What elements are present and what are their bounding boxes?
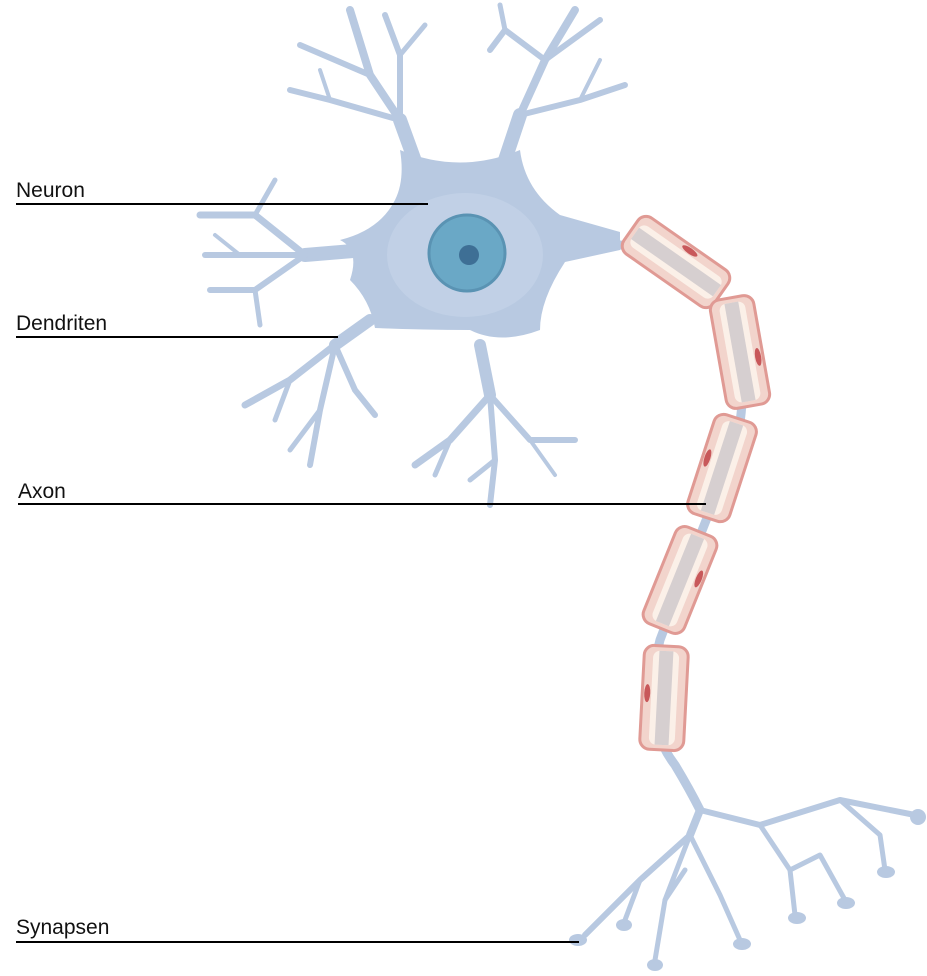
myelin-sheath <box>638 643 690 753</box>
synapses-leader-line <box>16 941 579 943</box>
axon-terminals <box>582 797 918 963</box>
myelin-sheath <box>708 294 772 410</box>
dendrites-leader-line <box>16 336 338 338</box>
myelin-sheath <box>686 412 758 524</box>
axon-leader-line <box>18 503 706 505</box>
dendrites <box>196 2 628 508</box>
axon-label: Axon <box>18 480 66 503</box>
neuron-label: Neuron <box>16 179 85 202</box>
neuron-leader-line <box>16 203 428 205</box>
myelin-sheaths <box>620 214 772 753</box>
synapses-label: Synapsen <box>16 916 110 939</box>
nucleus <box>427 213 507 293</box>
dendrites-label: Dendriten <box>16 312 108 335</box>
myelin-sheath <box>641 525 719 635</box>
myelin-sheath <box>620 214 732 310</box>
synaptic-boutons <box>569 809 926 971</box>
